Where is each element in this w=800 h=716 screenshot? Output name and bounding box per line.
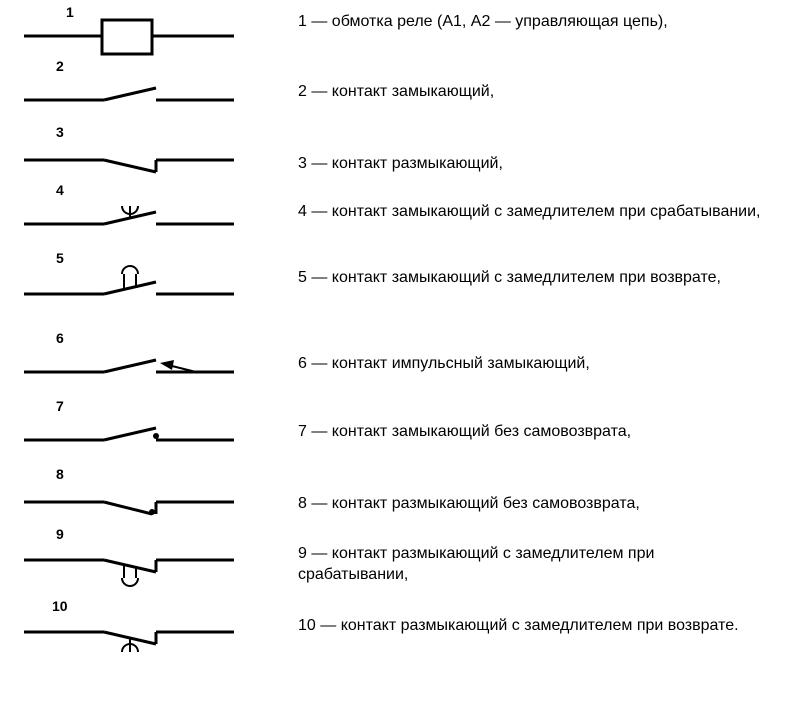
symbol-5: 5 [24, 250, 244, 310]
no-contact-icon [24, 72, 234, 116]
coil-icon [24, 14, 234, 58]
symbol-4: 4 [24, 182, 244, 242]
symbol-2: 2 [24, 58, 244, 118]
symbol-8: 8 [24, 466, 244, 526]
page: 1 1 — обмотка реле (А1, А2 — управляющая… [0, 0, 800, 716]
desc-5: 5 — контакт замыкающий с замедлителем пр… [298, 268, 768, 289]
desc-8: 8 — контакт размыкающий без самовозврата… [298, 494, 768, 515]
symbol-7: 7 [24, 398, 244, 458]
no-delay-return-icon [24, 262, 234, 310]
no-latched-icon [24, 412, 234, 456]
nc-contact-icon [24, 138, 234, 182]
nc-delay-return-icon [24, 612, 234, 668]
desc-2: 2 — контакт замыкающий, [298, 82, 768, 103]
symbol-3: 3 [24, 124, 244, 184]
symbol-9: 9 [24, 526, 244, 586]
desc-7: 7 — контакт замыкающий без самовозврата, [298, 422, 768, 443]
symbol-10: 10 [24, 598, 244, 658]
nc-latched-icon [24, 480, 234, 524]
desc-6: 6 — контакт импульсный замыкающий, [298, 354, 768, 375]
desc-1: 1 — обмотка реле (А1, А2 — управляющая ц… [298, 12, 768, 33]
symbol-1: 1 [24, 0, 244, 60]
desc-9: 9 — контакт размыкающий с замедлителем п… [298, 544, 768, 586]
nc-delay-operate-icon [24, 540, 234, 592]
symbol-6: 6 [24, 330, 244, 390]
impulse-no-icon [24, 344, 234, 388]
desc-4: 4 — контакт замыкающий с замедлителем пр… [298, 202, 768, 223]
no-delay-operate-icon [24, 194, 234, 242]
desc-10: 10 — контакт размыкающий с замедлителем … [298, 616, 768, 637]
desc-3: 3 — контакт размыкающий, [298, 154, 768, 175]
